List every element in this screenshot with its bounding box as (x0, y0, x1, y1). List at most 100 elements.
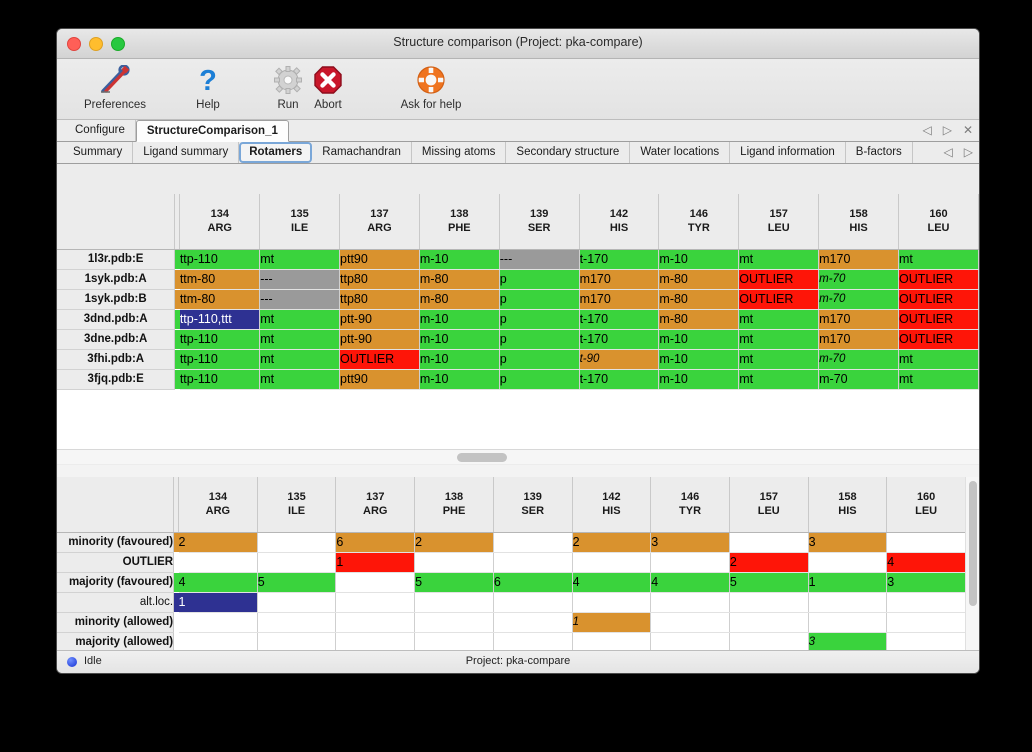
table-cell[interactable] (493, 532, 573, 553)
table-cell[interactable] (650, 592, 730, 613)
table-cell[interactable]: t-90 (579, 349, 660, 370)
table-cell[interactable] (650, 612, 730, 633)
column-header-146-tyr[interactable]: 146 TYR (658, 194, 740, 250)
table-cell[interactable]: m-10 (658, 369, 740, 390)
table-cell[interactable]: mt (738, 329, 820, 350)
column-header-142-his[interactable]: 142 HIS (572, 477, 652, 533)
table-cell[interactable]: --- (259, 269, 341, 290)
table-cell[interactable] (178, 612, 258, 633)
table-cell[interactable]: m-10 (658, 249, 740, 270)
table-cell[interactable] (335, 632, 416, 653)
summary-vscrollbar[interactable] (965, 477, 979, 665)
table-cell[interactable]: OUTLIER (339, 349, 420, 370)
table-cell[interactable]: p (499, 329, 580, 350)
table-cell[interactable]: p (499, 269, 580, 290)
table-cell[interactable]: m-80 (658, 309, 740, 330)
table-cell[interactable]: m-10 (419, 369, 500, 390)
table-cell[interactable]: m-70 (818, 289, 899, 310)
row-header-label[interactable]: 3fhi.pdb:A (57, 349, 176, 370)
table-cell[interactable] (257, 532, 337, 553)
table-cell[interactable]: mt (738, 369, 820, 390)
table-cell[interactable]: 4 (650, 572, 730, 593)
table-row[interactable]: 1syk.pdb:B ttm-80 --- ttp80 m-80 p m170 m-80 OUT… (57, 289, 979, 310)
table-cell[interactable] (572, 552, 652, 573)
table-cell[interactable] (257, 612, 337, 633)
table-row[interactable]: 3fhi.pdb:A ttp-110 mt OUTLIER m-10 p t-90 m-10 m… (57, 349, 979, 370)
table-cell[interactable]: 3 (808, 532, 888, 553)
column-header-139-ser[interactable]: 139 SER (499, 194, 580, 250)
table-cell[interactable]: mt (738, 249, 820, 270)
table-cell[interactable]: --- (259, 289, 341, 310)
table-cell[interactable]: OUTLIER (898, 269, 979, 290)
table-cell[interactable] (335, 592, 416, 613)
table-cell[interactable] (729, 532, 809, 553)
primary-tab-close-icon[interactable]: ✕ (962, 123, 973, 137)
column-header-137-arg[interactable]: 137 ARG (339, 194, 420, 250)
table-cell[interactable] (808, 592, 888, 613)
column-header-158-his[interactable]: 158 HIS (808, 477, 888, 533)
table-cell[interactable]: 4 (178, 572, 258, 593)
table-cell[interactable]: m-70 (818, 349, 899, 370)
table-cell[interactable]: ptt-90 (339, 309, 420, 330)
table-cell[interactable]: m-70 (818, 269, 899, 290)
table-cell[interactable]: m-10 (658, 329, 740, 350)
table-cell[interactable]: mt (259, 349, 341, 370)
column-header-135-ile[interactable]: 135 ILE (259, 194, 341, 250)
table-cell[interactable]: mt (259, 309, 341, 330)
column-header-135-ile[interactable]: 135 ILE (257, 477, 337, 533)
table-cell[interactable] (335, 612, 416, 633)
table-cell[interactable]: p (499, 289, 580, 310)
table-cell[interactable]: m170 (579, 269, 660, 290)
table-cell[interactable] (414, 592, 494, 613)
table-cell[interactable]: 5 (414, 572, 494, 593)
table-cell[interactable] (650, 632, 730, 653)
table-cell[interactable]: mt (898, 249, 979, 270)
table-cell[interactable]: 1 (335, 552, 416, 573)
table-cell[interactable]: 2 (178, 532, 258, 553)
table-cell[interactable]: OUTLIER (898, 309, 979, 330)
table-row[interactable]: 3dnd.pdb:A ttp-110,ttt mt ptt-90 m-10 p t-170 m… (57, 309, 979, 330)
secondary-tab-next-icon[interactable]: ▷ (963, 145, 973, 159)
column-header-134-arg[interactable]: 134 ARG (179, 194, 261, 250)
minimize-window-button[interactable] (89, 37, 103, 51)
table-row[interactable]: minority (favoured) 2 6 2 2 3 3 (57, 532, 966, 553)
table-row[interactable]: majority (allowed) 3 (57, 632, 966, 653)
table-cell[interactable] (886, 532, 966, 553)
table-cell[interactable]: ttp-110 (179, 369, 261, 390)
column-header-160-leu[interactable]: 160 LEU (898, 194, 979, 250)
column-header-157-leu[interactable]: 157 LEU (738, 194, 820, 250)
column-header-160-leu[interactable]: 160 LEU (886, 477, 966, 533)
table-cell[interactable]: m-80 (419, 289, 500, 310)
row-header-label[interactable]: 3dne.pdb:A (57, 329, 176, 350)
ask-for-help-button[interactable]: Ask for help (385, 62, 477, 111)
table-cell[interactable]: 4 (572, 572, 652, 593)
summary-table-scroll-area[interactable]: 134 ARG 135 ILE 137 ARG 138 PHE 139 SER 142 HIS 146 T… (57, 477, 966, 665)
table-cell[interactable]: ptt-90 (339, 329, 420, 350)
table-cell[interactable]: 6 (493, 572, 573, 593)
table-cell[interactable]: 3 (886, 572, 966, 593)
abort-button[interactable]: Abort (291, 62, 365, 111)
table-row[interactable]: 1l3r.pdb:E ttp-110 mt ptt90 m-10 --- t-170 m-10… (57, 249, 979, 270)
table-cell[interactable] (178, 552, 258, 573)
table-cell[interactable] (493, 552, 573, 573)
row-header-label[interactable]: alt.loc. (57, 592, 175, 613)
zoom-window-button[interactable] (111, 37, 125, 51)
column-header-146-tyr[interactable]: 146 TYR (650, 477, 730, 533)
row-header-label[interactable]: minority (favoured) (57, 532, 175, 553)
table-cell[interactable]: ptt90 (339, 249, 420, 270)
table-cell[interactable]: t-170 (579, 309, 660, 330)
table-cell[interactable]: p (499, 349, 580, 370)
table-cell[interactable] (493, 592, 573, 613)
rotamer-hscrollbar[interactable] (57, 449, 979, 464)
table-cell[interactable] (414, 632, 494, 653)
column-header-138-phe[interactable]: 138 PHE (414, 477, 494, 533)
table-cell[interactable]: m170 (818, 309, 899, 330)
table-cell[interactable] (572, 592, 652, 613)
tab-missing-atoms[interactable]: Missing atoms (411, 142, 507, 163)
rotamer-hscroll-thumb[interactable] (457, 453, 507, 462)
table-cell[interactable] (808, 612, 888, 633)
tab-rotamers[interactable]: Rotamers (239, 142, 313, 163)
table-cell[interactable] (257, 632, 337, 653)
table-cell[interactable]: mt (898, 349, 979, 370)
table-cell[interactable] (886, 592, 966, 613)
